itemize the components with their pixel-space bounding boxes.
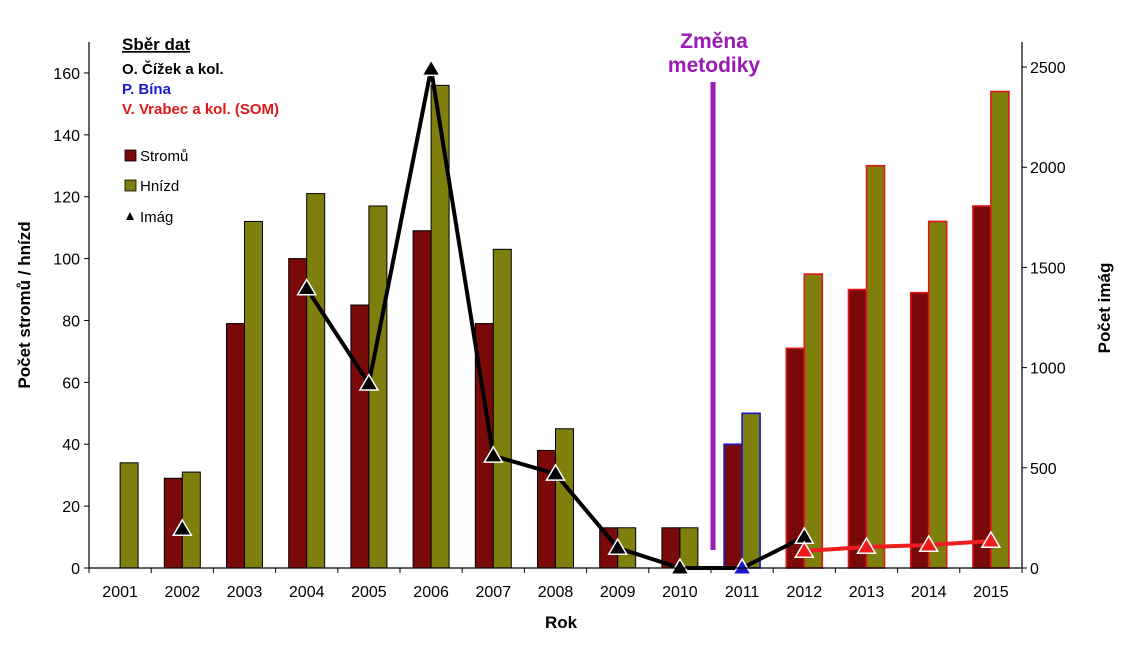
- y-axis-title-left: Počet stromů / hnízd: [15, 221, 34, 388]
- bar-stromu-2005: [350, 304, 370, 569]
- marker-imag-som-2012: [793, 540, 815, 559]
- bar-hnizd-2002: [181, 471, 201, 569]
- y-tick-label-right-1500: 1500: [1030, 260, 1066, 277]
- bar-stromu-2014: [909, 291, 930, 569]
- y-tick-label-right-500: 500: [1030, 461, 1057, 478]
- x-tick-label-2013: 2013: [849, 584, 885, 601]
- bar-hnizd-2004: [306, 193, 326, 569]
- legend-label-imag: Imág: [140, 209, 173, 226]
- bar-hnizd-2012: [803, 273, 824, 569]
- x-tick-label-2015: 2015: [973, 584, 1009, 601]
- marker-imag-som-2013: [856, 536, 877, 555]
- y-axis-title-right: Počet imág: [1095, 263, 1114, 354]
- x-tick-label-2002: 2002: [165, 584, 201, 601]
- y-tick-label-right-1000: 1000: [1030, 361, 1066, 378]
- source-label-cizek: O. Čížek a kol.: [122, 60, 224, 78]
- legend-marker-imag: [126, 212, 134, 220]
- line-series-red-segment-0: [804, 538, 992, 553]
- x-tick-label-2012: 2012: [787, 584, 823, 601]
- source-label-bina: P. Bína: [122, 81, 172, 98]
- bar-hnizd-2010: [679, 527, 699, 569]
- x-tick-label-2007: 2007: [476, 584, 512, 601]
- bar-hnizd-2008: [555, 428, 574, 569]
- bar-hnizd-2013: [865, 164, 886, 569]
- x-axis-title: Rok: [545, 613, 578, 632]
- x-tick-label-2009: 2009: [600, 584, 636, 601]
- y-tick-label-left-40: 40: [62, 437, 80, 454]
- y-tick-label-left-100: 100: [53, 252, 80, 269]
- x-tick-label-2003: 2003: [227, 584, 263, 601]
- y-tick-label-right-2000: 2000: [1030, 160, 1066, 177]
- bar-stromu-2011: [723, 443, 743, 569]
- x-tick-label-2001: 2001: [102, 584, 138, 601]
- x-tick-label-2008: 2008: [538, 584, 574, 601]
- marker-imag-2008: [545, 463, 566, 481]
- marker-imag-2007: [482, 445, 504, 463]
- bar-hnizd-2014: [927, 220, 948, 569]
- y-tick-label-left-60: 60: [62, 375, 80, 392]
- bar-hnizd-2001: [119, 462, 139, 569]
- x-tick-label-2014: 2014: [911, 584, 947, 601]
- notes-title: Sběr dat: [122, 35, 190, 54]
- marker-imag-som-2014: [918, 534, 940, 553]
- marker-imag-som-2015: [980, 530, 1002, 548]
- marker-imag-2002: [171, 518, 193, 536]
- x-tick-label-2010: 2010: [662, 584, 698, 601]
- x-tick-label-2005: 2005: [351, 584, 387, 601]
- bar-stromu-2013: [847, 288, 868, 569]
- bar-hnizd-2003: [244, 220, 263, 569]
- marker-imag-2010: [669, 557, 691, 576]
- bar-hnizd-2007: [492, 248, 512, 569]
- bar-hnizd-2015: [990, 90, 1010, 569]
- y-tick-label-left-0: 0: [71, 561, 80, 578]
- legend-swatch-hnizd: [124, 179, 137, 192]
- bar-hnizd-2011: [741, 412, 761, 569]
- bar-stromu-2003: [226, 323, 245, 569]
- marker-imag-2005: [358, 373, 380, 391]
- legend-swatch-stromu: [124, 149, 137, 162]
- bar-layer: [119, 84, 1010, 569]
- legend: Stromů Hnízd Imág: [124, 148, 188, 226]
- y-tick-label-left-20: 20: [62, 499, 80, 516]
- legend-label-stromu: Stromů: [140, 148, 188, 165]
- y-tick-label-left-120: 120: [53, 190, 80, 207]
- marker-imag-2011: [731, 557, 753, 576]
- method-change-label-line1: Změna: [680, 30, 748, 53]
- axes-layer: 0 20 40 60 80 100 120 140 160 0 500 1000 1500 2000 250…: [53, 42, 1066, 601]
- y-tick-label-right-2500: 2500: [1030, 60, 1066, 77]
- legend-label-hnizd: Hnízd: [140, 178, 179, 195]
- bar-stromu-2015: [972, 205, 992, 569]
- x-tick-label-2004: 2004: [289, 584, 325, 601]
- bar-stromu-2006: [412, 230, 432, 569]
- y-tick-label-left-160: 160: [53, 66, 80, 83]
- marker-imag-2004: [296, 277, 318, 296]
- x-tick-label-2006: 2006: [413, 584, 449, 601]
- source-label-vrabec: V. Vrabec a kol. (SOM): [122, 101, 279, 118]
- marker-imag-2006: [420, 58, 442, 77]
- y-tick-label-left-140: 140: [53, 128, 80, 145]
- y-tick-label-right-0: 0: [1030, 561, 1039, 578]
- bar-stromu-2004: [288, 258, 308, 569]
- marker-imag-2009: [607, 537, 629, 556]
- y-tick-label-left-80: 80: [62, 313, 80, 330]
- x-tick-label-2011: 2011: [725, 584, 760, 601]
- method-change-label-line2: metodiky: [668, 54, 761, 77]
